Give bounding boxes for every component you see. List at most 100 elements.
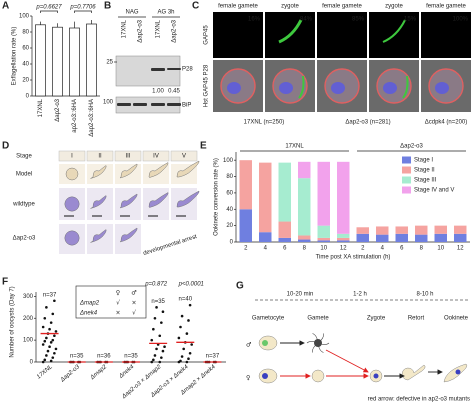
percent-label: 15%	[404, 17, 417, 23]
n-label: n=37	[206, 354, 220, 360]
point	[45, 354, 48, 357]
y-tick-label: 0	[230, 240, 234, 246]
note: red arrow: defective in ap2-o3 mutants	[368, 397, 470, 403]
bar	[52, 26, 63, 97]
flagellum	[312, 342, 319, 353]
point	[54, 347, 58, 351]
x-tick-label: 6	[400, 246, 404, 252]
bar-segment	[376, 226, 389, 235]
bar-segment	[239, 209, 252, 242]
nucleus	[279, 82, 293, 94]
cell-shape	[119, 163, 138, 179]
x-tick-label: 8	[420, 246, 424, 252]
legend-mark: √	[116, 300, 120, 307]
legend-swatch	[402, 166, 411, 174]
cell-shape	[119, 193, 138, 209]
legend-mark: ×	[131, 300, 136, 307]
bar-segment	[356, 227, 369, 234]
point	[155, 347, 158, 351]
panel-label: E	[200, 141, 207, 152]
n-label: n=36	[97, 354, 111, 360]
point	[180, 355, 184, 358]
bar-segment	[415, 225, 428, 235]
bar-segment	[376, 234, 389, 242]
x-tick-label: 4	[264, 246, 268, 252]
column-label: zygote	[385, 4, 403, 10]
bar-segment	[356, 233, 369, 242]
x-tick-label: Δmap2	[89, 364, 109, 382]
point	[152, 327, 155, 331]
point	[153, 316, 157, 320]
point	[155, 306, 158, 309]
legend-swatch	[402, 186, 411, 194]
point	[190, 343, 193, 346]
legend-swatch	[402, 156, 411, 164]
bar-segment	[259, 232, 272, 242]
point	[53, 334, 56, 338]
point	[161, 310, 165, 313]
micrograph	[317, 12, 367, 58]
band	[151, 103, 165, 106]
bar-segment	[298, 161, 311, 179]
point	[43, 316, 47, 320]
x-tick-label: Δap2-o3::6HA	[89, 99, 95, 137]
point	[179, 359, 182, 363]
strain-label: Δap2-o3 (n=281)	[345, 120, 390, 126]
band	[167, 68, 181, 70]
micrograph	[87, 224, 113, 254]
y-tick-label: 300	[23, 294, 34, 300]
x-tick-label: 4	[381, 246, 385, 252]
point	[45, 306, 48, 309]
nucleus	[331, 82, 345, 94]
column-label: female gamete	[426, 4, 466, 10]
x-tick-label: Δnek4	[118, 364, 136, 381]
lane-label: 17XNL	[156, 19, 162, 38]
x-tick-label: 12	[340, 246, 347, 252]
ratio-label: 0.45	[168, 89, 180, 95]
sex-label: ♂	[246, 342, 251, 349]
x-tick-label: 2	[361, 246, 365, 252]
point	[188, 351, 192, 355]
point	[49, 359, 53, 363]
row-label: Δap2-o3	[13, 236, 36, 242]
bar-segment	[317, 237, 330, 241]
lane-label: 17XNL	[122, 19, 128, 38]
stage-label: I	[71, 154, 73, 160]
legend-sex: ♂	[131, 290, 136, 297]
group-label: Δap2-o3	[400, 144, 423, 150]
flagellum	[317, 333, 324, 344]
p-value: p=0.6627	[35, 5, 62, 11]
point	[51, 312, 55, 316]
bar-segment	[278, 221, 291, 238]
x-tick-label: ap2-o3::6HA	[72, 99, 78, 133]
bar-segment	[317, 240, 330, 242]
band	[167, 103, 181, 106]
time-label: 1-2 h	[353, 292, 367, 298]
column-label: zygote	[281, 4, 299, 10]
stage-header-cell	[170, 150, 198, 162]
point	[153, 354, 157, 357]
lane-label: Δap2-o3	[138, 19, 144, 42]
y-axis-label: Number of oocysts (Day 7)	[10, 286, 16, 357]
row-label: Model	[16, 172, 32, 178]
y-tick-label: 0	[26, 94, 30, 100]
legend-label: Δmap2	[79, 301, 100, 307]
point	[150, 360, 154, 364]
legend-label: Stage II	[414, 168, 435, 174]
bar-segment	[259, 162, 272, 233]
nucleus	[227, 82, 241, 94]
y-tick-label: 60	[22, 46, 29, 52]
condition-label: AG 3h	[157, 10, 174, 16]
nucleus	[373, 373, 379, 379]
cell-shape	[119, 227, 138, 243]
x-tick-label: 8	[303, 246, 307, 252]
bar-segment	[454, 233, 467, 242]
point	[163, 345, 166, 348]
bar-segment	[317, 161, 330, 226]
x-tick-label: 10	[320, 246, 327, 252]
cell-shape	[64, 196, 80, 212]
stage-header-cell	[58, 150, 86, 162]
ratio-label: 1.00	[152, 89, 164, 95]
x-axis-label: Time post XA stimulation (h)	[316, 255, 391, 261]
bar	[86, 23, 97, 97]
